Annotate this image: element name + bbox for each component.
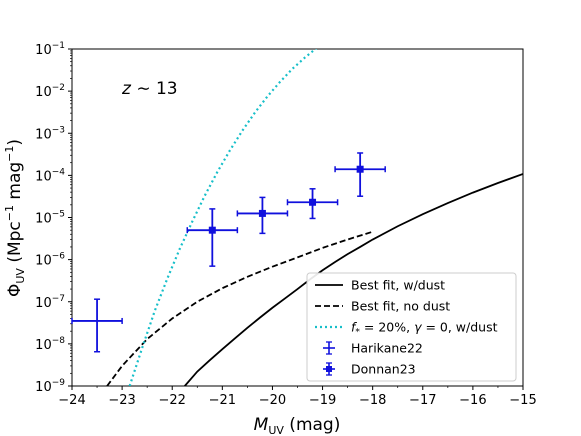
y-tick-label: 10−6 <box>35 252 65 269</box>
legend-label: Best fit, w/dust <box>351 278 445 293</box>
data-point <box>236 196 289 235</box>
x-tick-label: −21 <box>209 393 236 408</box>
x-tick-label: −24 <box>58 393 85 408</box>
y-tick-label: 10−2 <box>35 83 65 100</box>
legend-item: Donnan23 <box>323 362 416 377</box>
legend-label: Best fit, no dust <box>351 299 450 314</box>
legend-label: Harikane22 <box>351 341 423 356</box>
y-tick-label: 10−7 <box>35 294 65 311</box>
y-tick-label: 10−1 <box>35 41 65 58</box>
y-tick-label: 10−4 <box>35 167 65 184</box>
x-tick-label: −22 <box>159 393 186 408</box>
x-axis-title: MUV (mag) <box>254 415 341 436</box>
data-point <box>71 298 123 353</box>
legend-item: f* = 20%, γ = 0, w/dust <box>315 320 498 338</box>
y-tick-label: 10−3 <box>35 125 65 142</box>
axis-ticks: −24 −23 −22 −21 −20 −19 −18 −17 −16 −15 10−1 10−2 10… <box>35 41 537 408</box>
point-marker <box>258 209 266 217</box>
legend-label: f* = 20%, γ = 0, w/dust <box>351 320 498 338</box>
legend-box <box>306 272 517 382</box>
legend-label: Donnan23 <box>351 362 416 377</box>
x-tick-label: −16 <box>459 393 486 408</box>
x-tick-label: −19 <box>309 393 336 408</box>
data-point <box>334 152 386 197</box>
legend: Best fit, w/dust Best fit, no dust f* = 20… <box>306 272 517 382</box>
point-marker <box>208 226 216 234</box>
x-tick-label: −15 <box>509 393 536 408</box>
x-tick-label: −23 <box>108 393 135 408</box>
y-tick-label: 10−5 <box>35 210 65 227</box>
redshift-annotation: z ∼ 13 <box>121 79 178 99</box>
legend-item: Harikane22 <box>323 341 423 356</box>
y-axis-title: ΦUV (Mpc−1 mag−1) <box>3 139 27 297</box>
y-tick-label: 10−9 <box>35 378 65 395</box>
point-marker <box>309 198 317 206</box>
legend-item: Best fit, no dust <box>315 299 450 314</box>
data-points <box>71 152 386 353</box>
legend-swatch <box>326 366 332 372</box>
data-point <box>286 188 339 220</box>
data-point <box>186 208 239 267</box>
y-tick-label: 10−8 <box>35 336 65 353</box>
x-tick-label: −17 <box>409 393 436 408</box>
series-line <box>106 230 373 386</box>
legend-item: Best fit, w/dust <box>315 278 445 293</box>
x-tick-label: −20 <box>259 393 286 408</box>
point-marker <box>356 165 364 173</box>
x-tick-label: −18 <box>359 393 386 408</box>
